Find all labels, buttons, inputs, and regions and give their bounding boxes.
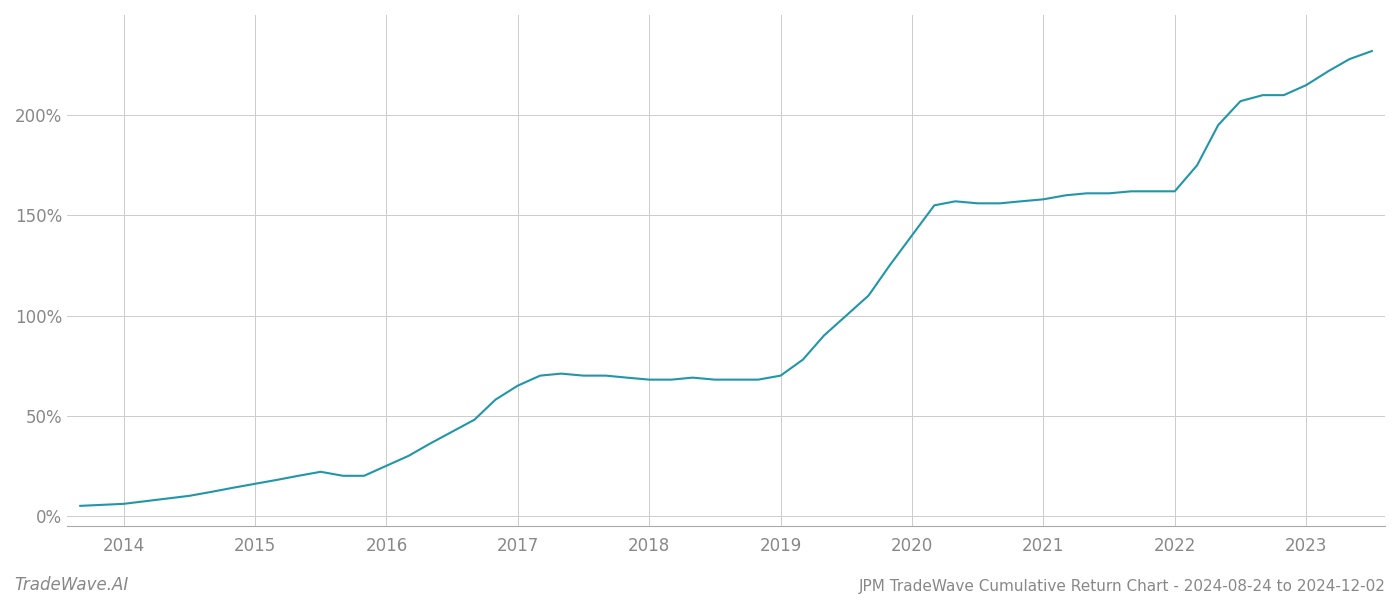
Text: TradeWave.AI: TradeWave.AI [14,576,129,594]
Text: JPM TradeWave Cumulative Return Chart - 2024-08-24 to 2024-12-02: JPM TradeWave Cumulative Return Chart - … [860,579,1386,594]
